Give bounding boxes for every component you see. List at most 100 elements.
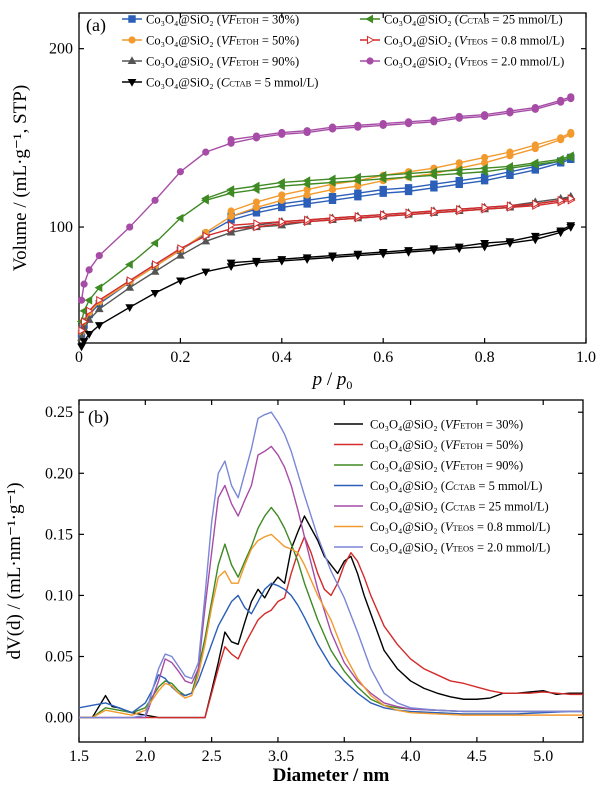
legend-marker (366, 35, 375, 45)
adsorption-point (125, 304, 135, 313)
desorption-point (557, 195, 566, 205)
desorption-point (328, 193, 337, 201)
legend-label: Co₃O₄@SiO₂ (CCTAB = 5 mmol/L) (370, 479, 542, 493)
adsorption-point (95, 251, 103, 260)
desorption-point (481, 203, 490, 212)
legend-marker (128, 15, 136, 23)
adsorption-point (176, 277, 185, 286)
series-a-5 (78, 194, 576, 335)
adsorption-point (150, 289, 160, 298)
adsorption-point (150, 238, 159, 248)
desorption-point (556, 227, 566, 236)
adsorption-point (77, 296, 86, 304)
legend-label: Co₃O₄@SiO₂ (VFETOH = 90%) (370, 459, 523, 473)
desorption-point (455, 112, 463, 121)
plot-area (76, 93, 576, 352)
legend-label: Co₃O₄@SiO₂ (VTEOS = 0.8 mmol/L) (370, 520, 550, 534)
desorption-point (277, 178, 285, 187)
adsorption-point (81, 317, 89, 326)
desorption-point (530, 232, 540, 241)
desorption-point (480, 111, 489, 119)
adsorption-point (79, 338, 89, 346)
x-tick-label: 0.6 (373, 349, 393, 366)
desorption-point (404, 184, 413, 192)
desorption-point (505, 162, 514, 171)
legend-entry: Co₃O₄@SiO₂ (VTEOS = 2.0 mmol/L) (334, 541, 550, 555)
desorption-point (530, 158, 539, 168)
desorption-point (277, 256, 287, 264)
legend-label: Co₃O₄@SiO₂ (CCTAB = 25 mmol/L) (370, 500, 549, 514)
x-tick-label: 2.5 (202, 748, 222, 765)
legend-marker (366, 57, 374, 65)
x-tick-label: 0.8 (475, 349, 495, 366)
desorption-point (532, 199, 540, 209)
desorption-point (226, 259, 236, 268)
desorption-point (455, 159, 463, 167)
desorption-point (506, 148, 514, 156)
desorption-point (531, 103, 539, 112)
desorption-point (567, 128, 575, 137)
x-tick-label: 5.0 (533, 748, 553, 765)
series-a-6 (77, 93, 575, 304)
adsorption-point (85, 266, 93, 274)
desorption-point (278, 191, 286, 199)
desorption-point (555, 154, 564, 164)
y-tick-label: 0.10 (45, 587, 73, 604)
adsorption-point (202, 231, 211, 241)
series-b-6-line (79, 411, 583, 719)
desorption-point (378, 248, 388, 257)
adsorption-point (150, 266, 160, 275)
desorption-point (404, 247, 413, 255)
legend-entry: Co₃O₄@SiO₂ (VFETOH = 30%) (122, 13, 299, 27)
desorption-point (566, 222, 576, 230)
panel-b-pore-size-chart: 1.5 2.0 2.5 3.0 3.5 4.0 4.5 5.0 0.00 0.05 0.10 0.15… (4, 399, 584, 786)
legend-entry: Co₃O₄@SiO₂ (VFETOH = 90%) (122, 55, 299, 69)
adsorption-point (151, 196, 159, 204)
desorption-point (253, 219, 262, 228)
adsorption-point (126, 276, 135, 285)
adsorption-point (86, 306, 94, 316)
desorption-point (557, 134, 565, 142)
desorption-point (354, 211, 363, 221)
desorption-point (303, 127, 311, 135)
y-axis-title: dV(d) / (mL·nm⁻¹·g⁻¹) (4, 482, 25, 659)
legend-entry: Co₃O₄@SiO₂ (VFETOH = 30%) (334, 418, 523, 432)
desorption-point (252, 198, 261, 206)
desorption-point (454, 165, 463, 175)
adsorption-point (177, 244, 186, 253)
desorption-point (328, 123, 337, 131)
panel-label: (b) (88, 407, 109, 428)
desorption-point (405, 208, 414, 218)
legend-label: Co₃O₄@SiO₂ (VFETOH = 50%) (370, 438, 523, 452)
legend-entry: Co₃O₄@SiO₂ (VFETOH = 50%) (122, 34, 299, 48)
legend-label: Co₃O₄@SiO₂ (VFETOH = 30%) (370, 418, 523, 432)
desorption-point (354, 189, 362, 197)
adsorption-point (176, 168, 184, 176)
y-tick-label: 0.05 (45, 649, 73, 666)
desorption-point (278, 128, 286, 137)
adsorption-point (175, 213, 184, 223)
series-a-3 (77, 222, 576, 352)
y-tick-label: 200 (49, 41, 73, 58)
adsorption-point (94, 283, 103, 293)
adsorption-point (201, 236, 211, 245)
desorption-point (454, 243, 464, 252)
desorption-point (480, 153, 489, 162)
x-tick-label: 0.4 (272, 349, 292, 366)
adsorption-point (176, 250, 185, 259)
desorption-point (506, 107, 514, 115)
x-tick-label: 2.0 (135, 748, 155, 765)
x-tick-label: 3.0 (268, 748, 288, 765)
legend-entry: Co₃O₄@SiO₂ (CCTAB = 25 mmol/L) (334, 500, 549, 514)
legend-label: Co₃O₄@SiO₂ (VFETOH = 50%) (146, 34, 299, 48)
legend-entry: Co₃O₄@SiO₂ (VTEOS = 0.8 mmol/L) (334, 520, 550, 534)
panel-a-isotherm-chart: 0 0.2 0.4 0.6 0.8 1.0 100 200 (a) Co₃O₄@SiO₂ (VFE… (10, 12, 596, 392)
desorption-point (379, 119, 387, 128)
desorption-point (380, 210, 388, 219)
desorption-point (430, 180, 438, 188)
desorption-point (302, 176, 311, 186)
desorption-point (329, 213, 338, 223)
desorption-point (252, 132, 261, 140)
legend-label: Co₃O₄@SiO₂ (CCTAB = 25 mmol/L) (384, 13, 563, 27)
adsorption-line (80, 133, 572, 333)
